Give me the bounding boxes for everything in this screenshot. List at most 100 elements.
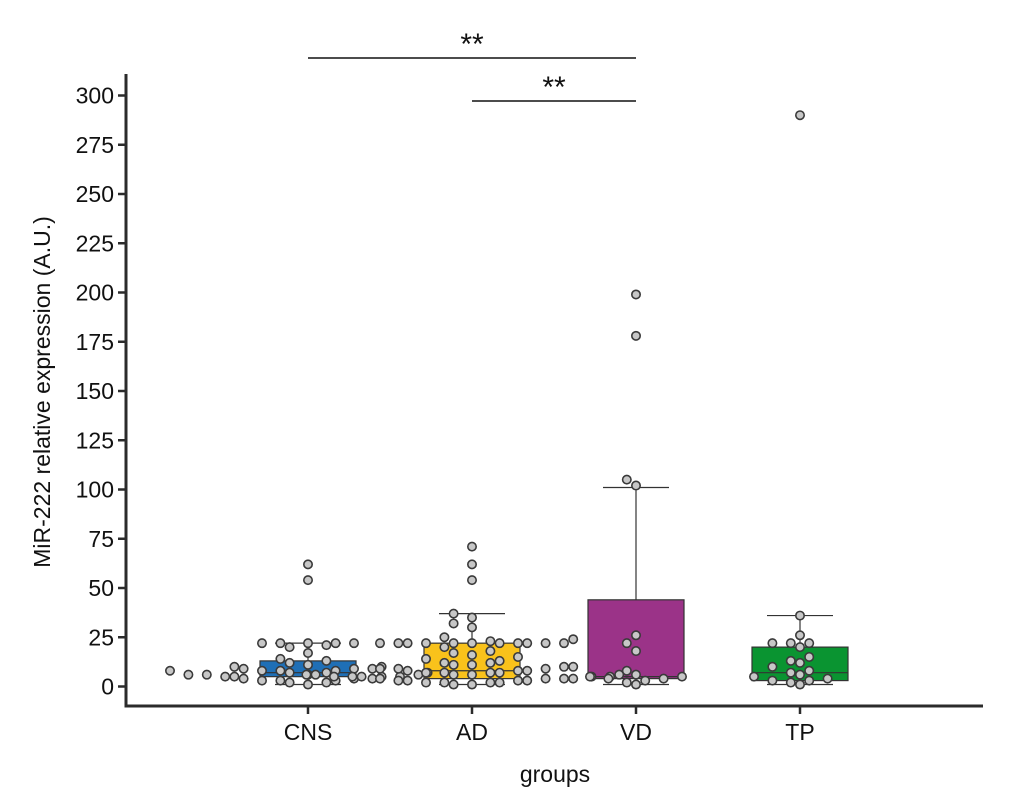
data-point [302,648,313,659]
data-point [640,675,651,686]
data-point [494,667,505,678]
data-point [568,661,579,672]
data-point [374,673,385,684]
data-point [420,653,431,664]
data-point [301,669,312,680]
data-point [804,675,815,686]
data-point [393,663,404,674]
data-point [540,638,551,649]
data-point [310,669,321,680]
data-point [439,657,450,668]
data-point [328,671,339,682]
data-point [512,638,523,649]
data-point [466,649,477,660]
data-point [393,638,404,649]
data-point [321,655,332,666]
data-point [284,642,295,653]
data-point [630,330,641,341]
data-point [439,632,450,643]
significance-label: ** [542,71,566,104]
y-tick-label: 125 [76,427,114,453]
data-points [165,110,833,690]
data-point [402,665,413,676]
data-point [448,669,459,680]
data-point [767,661,778,672]
data-point [275,653,286,664]
data-point [321,677,332,688]
data-point [448,659,459,670]
data-point [485,646,496,657]
significance-annotations: ** ** [308,28,636,104]
data-point [466,612,477,623]
data-point [466,669,477,680]
data-point [785,667,796,678]
data-point [220,671,231,682]
significance-label: ** [460,28,484,61]
data-point [448,638,459,649]
y-tick-label: 25 [88,624,114,650]
data-point [256,665,267,676]
data-point [794,642,805,653]
data-point [284,657,295,668]
data-point [466,541,477,552]
data-point [183,669,194,680]
data-point [393,675,404,686]
data-point [439,667,450,678]
data-point [630,289,641,300]
data-point [794,657,805,668]
data-point [630,630,641,641]
data-point [165,665,176,676]
y-tick-label: 275 [76,132,114,158]
data-point [256,638,267,649]
y-tick-label: 100 [76,477,114,503]
data-point [568,673,579,684]
data-point [420,677,431,688]
y-tick-label: 250 [76,181,114,207]
data-point [512,675,523,686]
data-point [256,675,267,686]
data-point [494,677,505,688]
y-tick-label: 300 [76,83,114,109]
data-point [630,480,641,491]
data-point [238,663,249,674]
data-point [275,638,286,649]
data-point [466,622,477,633]
data-point [494,655,505,666]
data-point [621,665,632,676]
data-point [330,638,341,649]
x-tick-label: VD [620,719,652,745]
data-point [767,675,778,686]
data-point [630,679,641,690]
data-point [804,651,815,662]
data-point [584,671,595,682]
data-point [466,638,477,649]
data-point [603,673,614,684]
data-point [512,665,523,676]
data-point [302,679,313,690]
data-point [630,646,641,657]
data-point [448,618,459,629]
data-point [348,638,359,649]
data-point [558,661,569,672]
data-point [284,677,295,688]
data-point [402,675,413,686]
data-point [785,655,796,666]
data-point [794,630,805,641]
data-point [302,659,313,670]
data-point [522,665,533,676]
x-tick-label: AD [456,719,488,745]
data-point [540,663,551,674]
data-point [302,559,313,570]
data-point [466,679,477,690]
data-point [448,648,459,659]
data-point [494,638,505,649]
data-point [275,665,286,676]
x-ticks: CNS AD VD TP [284,706,815,745]
data-point [485,667,496,678]
data-point [558,638,569,649]
data-point [485,677,496,688]
y-tick-label: 225 [76,230,114,256]
data-point [347,671,358,682]
data-point [302,575,313,586]
